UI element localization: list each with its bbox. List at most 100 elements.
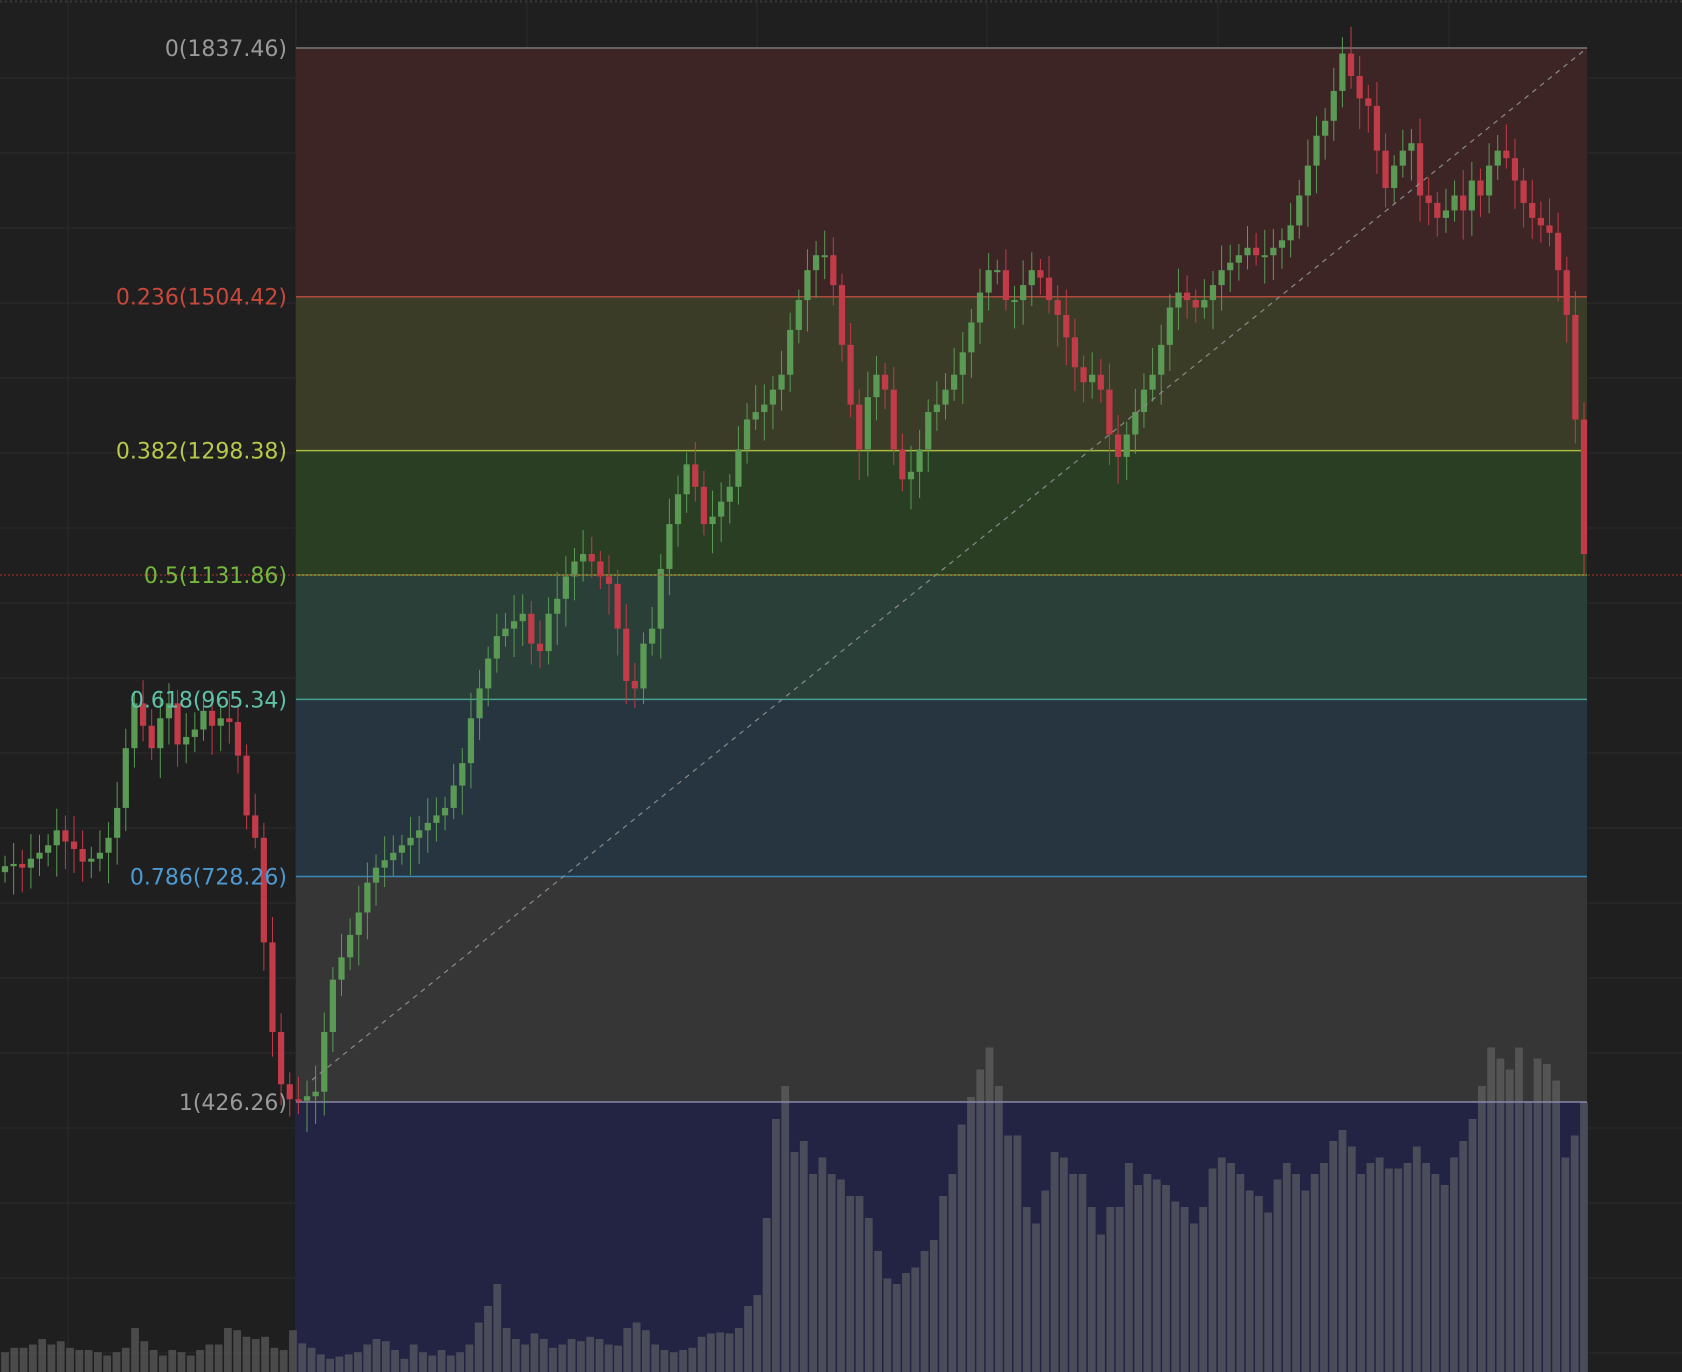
candle-body (700, 486, 708, 525)
volume-bar (642, 1330, 650, 1372)
volume-bar (1124, 1163, 1133, 1372)
candle-body (303, 1096, 311, 1101)
volume-bar (1515, 1047, 1523, 1372)
volume-bar (939, 1196, 947, 1372)
fib-zone (296, 296, 1587, 451)
candle-body (795, 300, 802, 330)
candle-body (1416, 143, 1424, 196)
volume-bar (1468, 1119, 1477, 1372)
volume-bar (1394, 1168, 1403, 1372)
candle-body (1020, 285, 1027, 301)
candle-body (1304, 165, 1311, 196)
candle-body (1123, 434, 1130, 457)
candle-body (347, 934, 354, 958)
candle-body (131, 703, 138, 749)
volume-bar (1199, 1207, 1208, 1372)
candle-body (1503, 150, 1510, 159)
volume-bar (892, 1284, 901, 1372)
volume-bar (186, 1355, 195, 1372)
volume-bar (1310, 1174, 1319, 1372)
candle-body (778, 374, 785, 390)
volume-bar (846, 1196, 855, 1372)
candle-body (1175, 292, 1182, 308)
volume-bar (419, 1352, 427, 1372)
volume-bar (326, 1358, 334, 1372)
volume-bar (604, 1344, 613, 1372)
candle-body (881, 374, 889, 390)
candle-body (571, 561, 578, 577)
candle-body (1580, 419, 1588, 554)
candle-body (148, 725, 155, 749)
candle-body (907, 471, 915, 480)
volume-bar (688, 1347, 697, 1372)
volume-bar (354, 1352, 362, 1372)
volume-bar (967, 1097, 975, 1372)
volume-bar (428, 1355, 437, 1372)
volume-bar (205, 1344, 214, 1372)
candle-body (165, 703, 173, 719)
candle-body (743, 419, 751, 450)
volume-bar (1217, 1157, 1226, 1372)
fib-zone (296, 876, 1587, 1102)
candle-body (994, 270, 1001, 273)
volume-bar (1552, 1080, 1561, 1372)
candle-body (1235, 255, 1242, 263)
volume-bar (994, 1086, 1003, 1372)
candle-body (1089, 374, 1096, 383)
volume-bar (316, 1354, 325, 1372)
candle-body (295, 1099, 302, 1102)
volume-bar (1115, 1207, 1124, 1372)
candle-body (364, 882, 371, 913)
volume-bar (521, 1344, 530, 1372)
candle-body (260, 837, 267, 943)
candle-body (1546, 225, 1553, 233)
candle-body (416, 830, 423, 838)
volume-bar (948, 1174, 957, 1372)
candle-body (96, 852, 104, 859)
candle-body (951, 374, 958, 390)
candle-body (597, 561, 604, 577)
volume-bar (1385, 1168, 1393, 1372)
candle-body (1494, 150, 1501, 166)
candle-body (1468, 180, 1475, 211)
volume-bar (409, 1344, 418, 1372)
candle-body (27, 858, 34, 868)
volume-bar (84, 1350, 93, 1372)
volume-bar (381, 1341, 390, 1372)
candle-body (1529, 202, 1536, 218)
candle-body (1261, 255, 1268, 258)
candle-body (838, 285, 846, 345)
volume-bar (734, 1328, 743, 1372)
candle-body (1097, 374, 1104, 390)
volume-bar (344, 1354, 353, 1372)
candle-body (372, 867, 380, 883)
volume-bar (1255, 1196, 1263, 1372)
candle-body (269, 942, 276, 1032)
candle-body (562, 576, 569, 599)
candle-body (623, 628, 630, 681)
volume-bar (121, 1347, 130, 1372)
fib-level-label: 0.786(728.26) (130, 865, 287, 890)
candle-body (1322, 120, 1329, 136)
candle-body (243, 755, 250, 816)
volume-bar (112, 1352, 121, 1372)
candle-body (1071, 337, 1079, 368)
candle-body (933, 404, 940, 413)
volume-bar (1570, 1135, 1579, 1372)
volume-bar (827, 1174, 836, 1372)
candle-body (398, 845, 406, 853)
candlesticks (1, 26, 1588, 1133)
volume-bar (1180, 1207, 1189, 1372)
volume-bar (1227, 1163, 1235, 1372)
volume-bar (929, 1240, 938, 1372)
volume-bar (1190, 1223, 1198, 1372)
volume-bar (567, 1339, 576, 1372)
candle-body (1399, 150, 1406, 166)
volume-bar (1440, 1185, 1449, 1372)
volume-bar (632, 1322, 641, 1372)
candle-body (1485, 165, 1493, 196)
volume-bar (976, 1069, 985, 1372)
fibonacci-trend-line[interactable] (311, 47, 1588, 1081)
volume-bar (1524, 1102, 1533, 1372)
